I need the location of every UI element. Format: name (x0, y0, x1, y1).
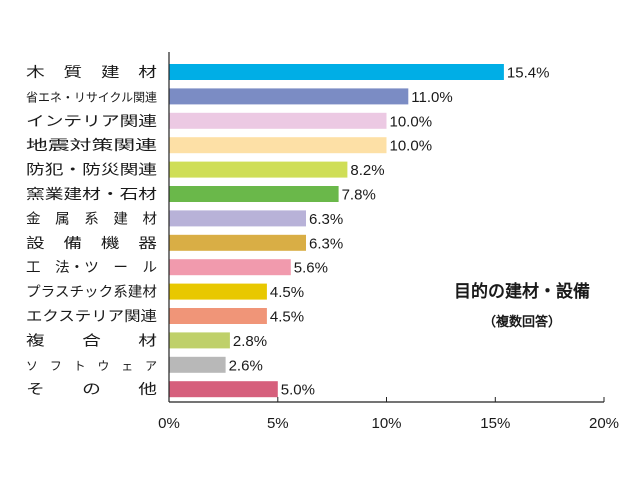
chart-subtitle: （複数回答） (483, 314, 561, 330)
bar-4 (169, 161, 348, 178)
bar-8 (169, 259, 291, 276)
value-label-2: 10.0% (390, 113, 433, 130)
value-label-11: 2.8% (233, 333, 267, 350)
value-labels: 15.4% 11.0% 10.0% 10.0% 8.2% 7.8% 6.3% 6.3% 5.6%… (229, 65, 550, 399)
bar-12 (169, 356, 226, 373)
bar-9 (169, 283, 267, 300)
value-label-4: 8.2% (350, 162, 384, 179)
value-label-0: 15.4% (507, 65, 550, 82)
value-label-7: 6.3% (309, 235, 343, 252)
category-label-4: 防犯・防災関連 (26, 163, 157, 179)
bars-layer (169, 64, 504, 398)
category-label-5: 窯業建材・石材 (26, 186, 157, 203)
category-label-8: 工 法・ツ ー ル (26, 260, 157, 276)
bar-3 (169, 137, 387, 154)
value-label-5: 7.8% (342, 187, 376, 204)
value-label-1: 11.0% (411, 89, 452, 106)
x-tick-label-1: 5% (267, 415, 289, 432)
category-labels: 木 質 建 材省エネ・リサイクル関連インテリア関連地震対策関連防犯・防災関連窯業… (26, 65, 157, 398)
category-label-10: エクステリア関連 (26, 309, 157, 325)
chart-title: 目的の建材・設備 (454, 281, 590, 302)
bar-13 (169, 381, 278, 398)
value-label-8: 5.6% (294, 260, 328, 277)
x-tick-label-2: 10% (371, 415, 401, 432)
category-label-9: プラスチック系建材 (26, 285, 157, 301)
value-label-10: 4.5% (270, 309, 304, 326)
bar-7 (169, 234, 306, 251)
bar-11 (169, 332, 230, 349)
bar-5 (169, 186, 339, 202)
category-label-11: 複 合 材 (26, 332, 157, 349)
category-label-1: 省エネ・リサイクル関連 (26, 90, 157, 104)
category-label-0: 木 質 建 材 (26, 65, 157, 81)
x-axis: 0% 5% 10% 15% 20% (158, 397, 619, 432)
x-tick-label-3: 15% (480, 415, 510, 432)
bar-6 (169, 210, 306, 227)
category-label-2: インテリア関連 (26, 114, 157, 130)
category-label-3: 地震対策関連 (26, 137, 157, 154)
value-label-9: 4.5% (270, 284, 304, 301)
category-label-13: そ の 他 (26, 382, 157, 398)
bar-1 (169, 88, 409, 105)
category-label-6: 金 属 系 建 材 (26, 211, 157, 227)
value-label-12: 2.6% (229, 357, 263, 374)
value-label-13: 5.0% (281, 382, 315, 399)
bar-0 (169, 64, 504, 80)
x-tick-label-0: 0% (158, 415, 180, 432)
value-label-6: 6.3% (309, 211, 343, 228)
bar-10 (169, 308, 267, 324)
value-label-3: 10.0% (390, 138, 433, 155)
category-label-12: ソ フ ト ウ ェ ア (26, 359, 157, 373)
bar-2 (169, 112, 387, 129)
category-label-7: 設 備 機 器 (26, 236, 157, 252)
x-tick-label-4: 20% (589, 415, 619, 432)
